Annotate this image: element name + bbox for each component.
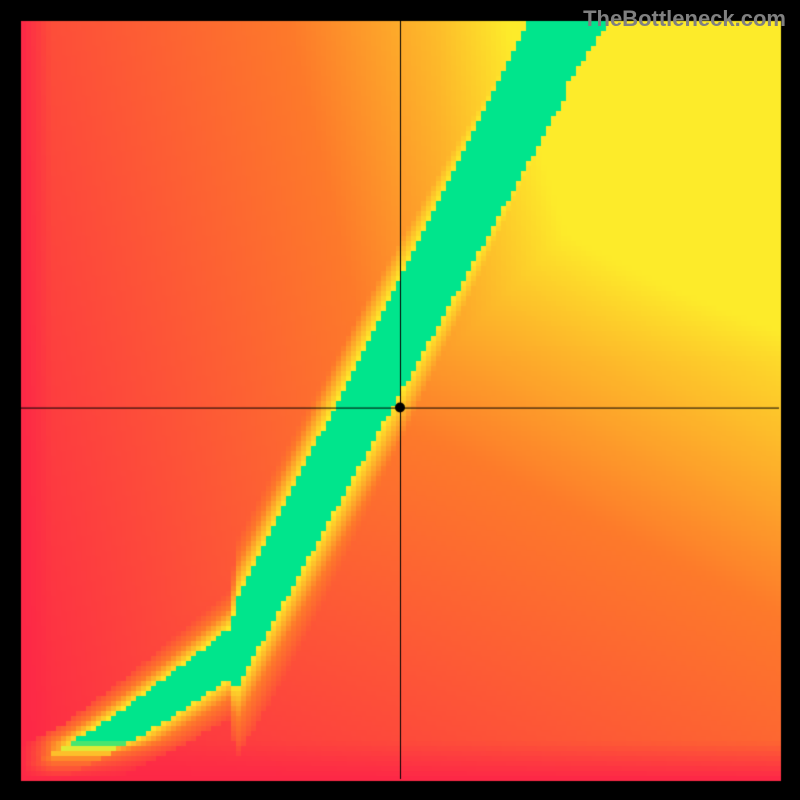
chart-container: TheBottleneck.com bbox=[0, 0, 800, 800]
bottleneck-heatmap bbox=[0, 0, 800, 800]
watermark-text: TheBottleneck.com bbox=[583, 6, 786, 32]
